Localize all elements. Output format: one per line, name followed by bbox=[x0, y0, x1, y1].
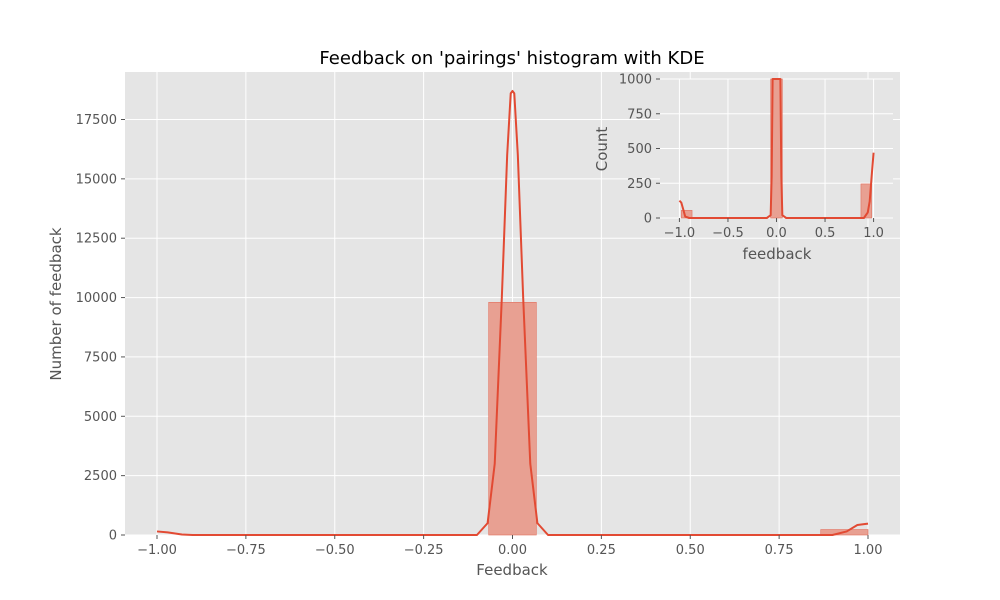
main-x-tick-label: 0.50 bbox=[676, 543, 705, 558]
main-x-ticks: −1.00 −0.75 −0.50 −0.25 0.00 0.25 0.50 0.75 1.00 bbox=[137, 535, 882, 558]
inset-y-tick-label: 500 bbox=[627, 142, 652, 157]
main-y-tick-label: 15000 bbox=[76, 172, 117, 187]
inset-plot: −1.0 −0.5 0.0 0.5 1.0 0 250 500 750 1000 bbox=[619, 73, 893, 241]
main-y-tick-label: 0 bbox=[109, 529, 117, 544]
main-x-tick-label: −0.75 bbox=[226, 543, 266, 558]
inset-histogram-bar bbox=[860, 183, 872, 219]
inset-y-tick-label: 250 bbox=[627, 177, 652, 192]
main-x-tick-label: 1.00 bbox=[854, 543, 883, 558]
main-x-tick-label: 0.25 bbox=[587, 543, 616, 558]
inset-x-tick-label: −1.0 bbox=[664, 226, 696, 241]
inset-y-tick-label: 1000 bbox=[619, 73, 652, 88]
main-x-axis-label: Feedback bbox=[476, 561, 548, 579]
chart-title: Feedback on 'pairings' histogram with KD… bbox=[319, 48, 704, 69]
inset-y-tick-label: 750 bbox=[627, 107, 652, 122]
inset-x-ticks: −1.0 −0.5 0.0 0.5 1.0 bbox=[664, 218, 884, 241]
inset-x-tick-label: 0.5 bbox=[815, 226, 836, 241]
main-y-tick-label: 17500 bbox=[76, 113, 117, 128]
inset-x-tick-label: 0.0 bbox=[766, 226, 787, 241]
inset-y-tick-label: 0 bbox=[644, 212, 652, 227]
main-x-tick-label: 0.75 bbox=[765, 543, 794, 558]
inset-x-tick-label: −0.5 bbox=[712, 226, 744, 241]
main-y-ticks: 0 2500 5000 7500 10000 12500 15000 17500 bbox=[76, 113, 125, 544]
main-y-tick-label: 2500 bbox=[84, 469, 117, 484]
main-y-tick-label: 7500 bbox=[84, 350, 117, 365]
inset-y-ticks: 0 250 500 750 1000 bbox=[619, 73, 660, 227]
main-x-tick-label: −1.00 bbox=[137, 543, 177, 558]
main-x-tick-label: 0.00 bbox=[498, 543, 527, 558]
main-kde-curve bbox=[156, 89, 869, 536]
main-y-tick-label: 10000 bbox=[76, 291, 117, 306]
main-y-axis-label: Number of feedback bbox=[47, 227, 65, 380]
inset-kde-curve bbox=[678, 78, 875, 219]
inset-kde-line bbox=[678, 78, 875, 219]
main-y-tick-label: 5000 bbox=[84, 410, 117, 425]
inset-y-axis-label: Count bbox=[593, 127, 611, 172]
inset-x-tick-label: 1.0 bbox=[863, 226, 884, 241]
inset-x-axis-label: feedback bbox=[743, 245, 812, 263]
main-x-tick-label: −0.25 bbox=[404, 543, 444, 558]
main-y-tick-label: 12500 bbox=[76, 232, 117, 247]
main-x-tick-label: −0.50 bbox=[315, 543, 355, 558]
main-kde-line bbox=[156, 89, 869, 536]
